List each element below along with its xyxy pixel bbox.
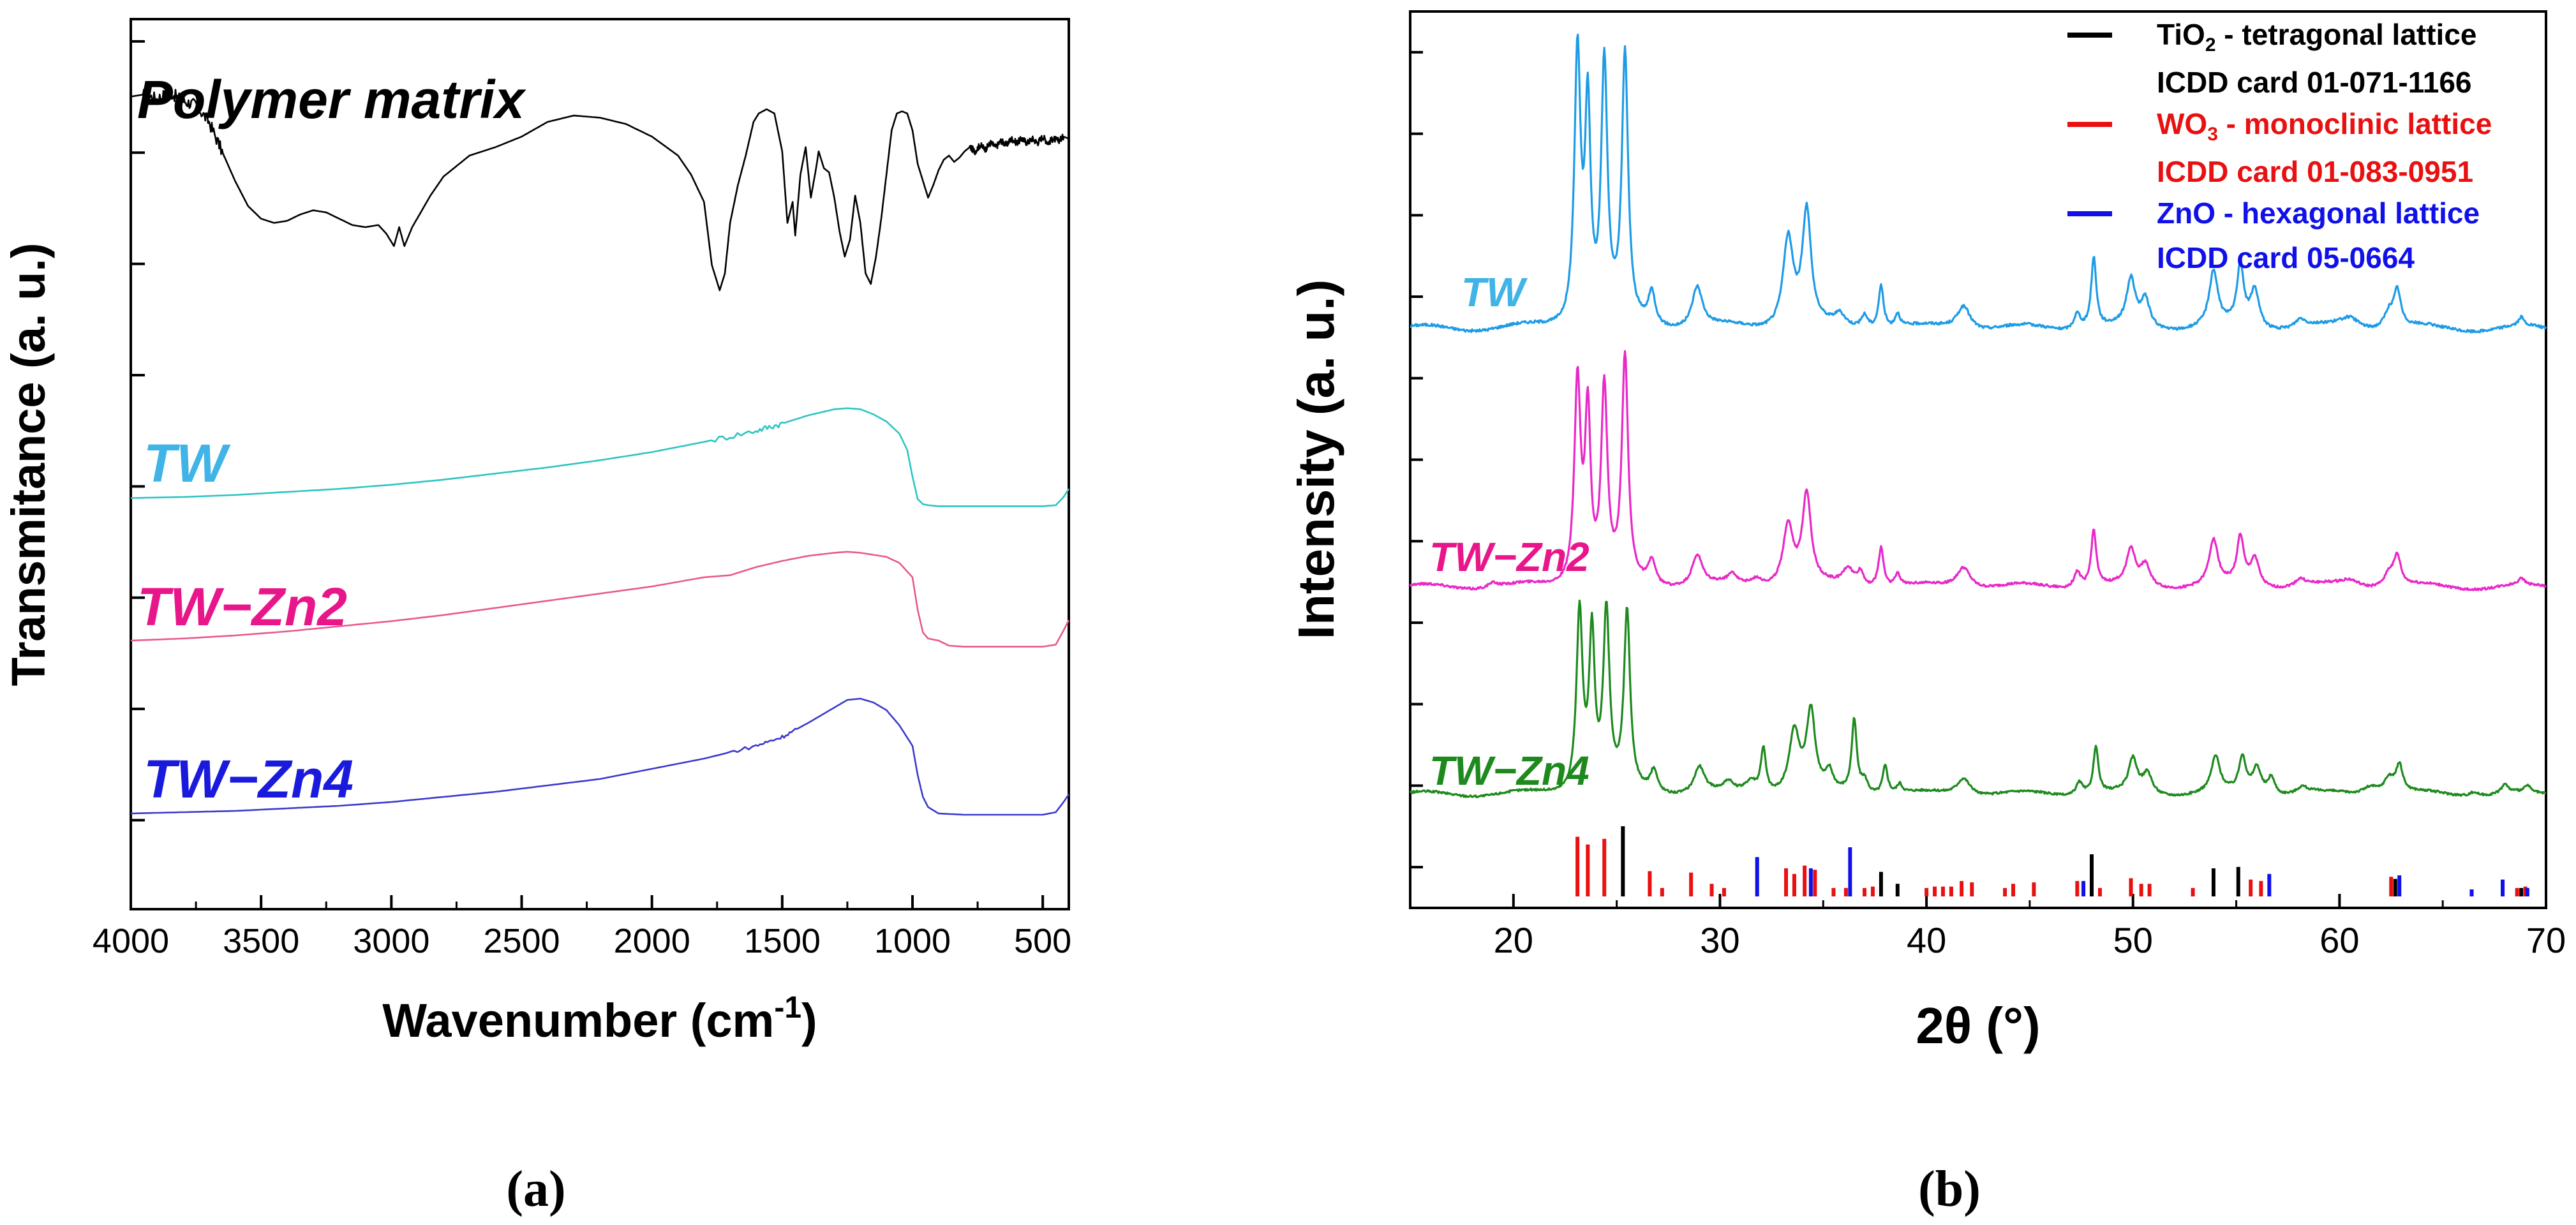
ftir-x-tick-label: 1500: [744, 922, 821, 960]
ftir-label-tw-zn2: TW−Zn2: [137, 577, 347, 637]
xrd-x-tick-label: 20: [1494, 920, 1533, 960]
ftir-label-tw: TW: [144, 433, 231, 493]
ftir-label-polymer-matrix: Polymer matrix: [137, 70, 526, 130]
xrd-x-tick-label: 30: [1700, 920, 1739, 960]
xrd-label-tw-zn4: TW−Zn4: [1429, 748, 1590, 794]
legend-tio2-card: ICDD card 01-071-1166: [2157, 66, 2472, 99]
xrd-label-tw: TW: [1461, 269, 1528, 315]
xrd-x-tick-label: 70: [2526, 920, 2566, 960]
xrd-x-ticks: 20 30 40 50 60 70: [1494, 894, 2566, 960]
xrd-series-line-1: [1409, 350, 2547, 591]
xrd-panel: 20 30 40 50 60 70 TW TW−Zn2 TW−Zn4 TiO2 - tet…: [1288, 10, 2566, 1217]
legend-wo3-card: ICDD card 01-083-0951: [2157, 155, 2473, 188]
legend-zno-main: ZnO: [2157, 197, 2215, 230]
ftir-x-axis-title-main: Wavenumber (cm: [382, 994, 774, 1047]
xrd-x-tick-label: 50: [2113, 920, 2153, 960]
ftir-y-ticks: [131, 40, 145, 822]
ftir-x-tick-label: 3000: [353, 922, 429, 960]
xrd-label-tw-zn2: TW−Zn2: [1429, 534, 1590, 580]
xrd-series-line-2: [1409, 599, 2547, 799]
legend-wo3-sub: 3: [2207, 124, 2218, 145]
legend-zno-rest: - hexagonal lattice: [2215, 197, 2480, 230]
ftir-series-line-0: [130, 89, 1069, 292]
ftir-series-line-2: [130, 551, 1070, 648]
ftir-series-line-1: [130, 407, 1070, 507]
ftir-label-tw-zn4: TW−Zn4: [144, 749, 354, 809]
xrd-series-line-0: [1410, 33, 2547, 334]
legend-wo3-rest: - monoclinic lattice: [2218, 107, 2492, 140]
xrd-x-axis-title: 2θ (°): [1916, 997, 2040, 1054]
ftir-x-ticks: 4000 3500 3000 2500 2000 1500 1000 500: [93, 895, 1071, 960]
ftir-x-tick-label: 2000: [614, 922, 690, 960]
xrd-x-tick-label: 40: [1907, 920, 1946, 960]
ftir-x-tick-label: 2500: [483, 922, 560, 960]
ftir-x-axis-title: Wavenumber (cm-1): [382, 991, 817, 1047]
xrd-reference-sticks: [1575, 826, 2529, 896]
ftir-x-tick-label: 3500: [223, 922, 299, 960]
ftir-x-axis-title-sup: -1: [774, 991, 801, 1025]
legend-zno-name: ZnO - hexagonal lattice: [2157, 197, 2480, 230]
legend-tio2-name: TiO2 - tetragonal lattice: [2157, 18, 2476, 56]
legend-wo3-name: WO3 - monoclinic lattice: [2157, 107, 2492, 145]
xrd-legend: TiO2 - tetragonal lattice ICDD card 01-0…: [2067, 18, 2492, 274]
legend-tio2-main: TiO: [2157, 18, 2205, 51]
legend-zno-card: ICDD card 05-0664: [2157, 241, 2415, 274]
ftir-series-line-3: [130, 697, 1070, 816]
legend-wo3-main: WO: [2157, 107, 2207, 140]
xrd-y-axis-title: Intensity (a. u.): [1288, 279, 1344, 640]
ftir-plot-frame: [130, 18, 1070, 910]
xrd-y-ticks: [1410, 50, 1423, 869]
xrd-x-tick-label: 60: [2319, 920, 2359, 960]
xrd-series: [1409, 33, 2547, 799]
ftir-x-axis-title-end: ): [801, 994, 817, 1047]
ftir-x-tick-label: 4000: [93, 922, 169, 960]
ftir-panel: 4000 3500 3000 2500 2000 1500 1000 500 Polymer …: [2, 18, 1071, 1217]
legend-tio2-rest: - tetragonal lattice: [2216, 18, 2477, 51]
ftir-y-axis-title: Transmitance (a. u.): [2, 243, 55, 687]
legend-tio2-sub: 2: [2205, 34, 2216, 56]
ftir-series: [130, 89, 1070, 816]
panel-label-b: (b): [1918, 1161, 1981, 1217]
panel-label-a: (a): [506, 1161, 565, 1217]
ftir-x-tick-label: 1000: [874, 922, 951, 960]
ftir-x-tick-label: 500: [1014, 922, 1071, 960]
